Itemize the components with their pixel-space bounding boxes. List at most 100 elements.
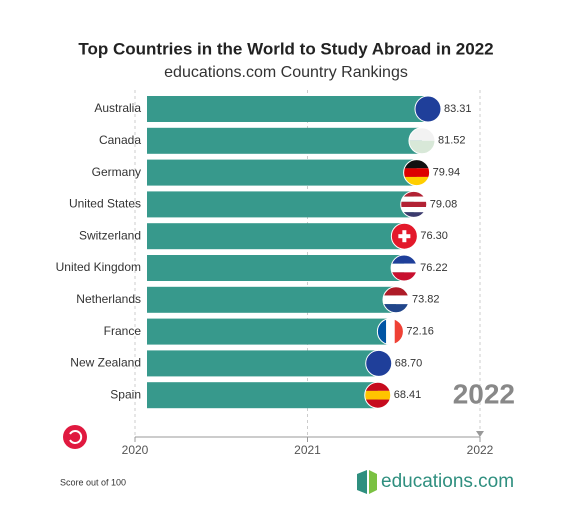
grid	[134, 90, 481, 437]
flag-border	[390, 222, 418, 250]
flag-border	[403, 159, 431, 187]
y-tick-label: United Kingdom	[56, 260, 141, 274]
bar	[147, 255, 405, 281]
y-tick-label: Germany	[92, 165, 141, 179]
flag	[364, 381, 392, 409]
y-tick-label: Canada	[99, 133, 141, 147]
timeline-cursor	[476, 431, 484, 437]
flag-border	[382, 286, 410, 314]
replay-icon[interactable]	[69, 430, 83, 444]
flag-stripe	[382, 295, 409, 305]
bar	[147, 223, 405, 250]
flag	[376, 318, 404, 346]
flag	[414, 95, 442, 123]
flag-stripe	[391, 272, 418, 281]
flag-stripe	[408, 140, 435, 154]
flag-stripe	[400, 196, 427, 202]
flag-stripe	[382, 304, 409, 313]
logo-shape	[357, 470, 367, 494]
flag-border	[365, 349, 393, 377]
flag-stripe	[365, 350, 392, 377]
flag	[382, 286, 410, 314]
flag-stripe	[364, 382, 391, 391]
bar	[147, 286, 396, 313]
flag-cross	[402, 230, 407, 243]
flag-body	[415, 96, 441, 122]
replay-circle[interactable]	[63, 425, 87, 449]
value-label: 83.31	[444, 103, 472, 115]
chart-subtitle: educations.com Country Rankings	[164, 64, 408, 81]
y-tick-label: France	[104, 324, 142, 338]
y-tick-label: Australia	[94, 101, 141, 115]
flag-stripe	[394, 318, 404, 345]
flag	[390, 222, 418, 250]
flag-stripe	[382, 286, 409, 296]
bar	[147, 96, 428, 122]
flag-stripe	[400, 201, 427, 207]
flag-body	[391, 255, 418, 281]
note: Score out of 100	[60, 477, 126, 487]
flag-border	[364, 381, 392, 409]
value-label: 72.16	[406, 326, 434, 338]
value-label: 81.52	[438, 135, 466, 147]
x-tick-label: 2020	[122, 443, 149, 457]
bar	[147, 191, 414, 218]
flag-body	[364, 382, 391, 409]
value-label: 68.70	[395, 357, 423, 369]
x-tick-label: 2022	[467, 443, 494, 457]
flag-stripe	[364, 399, 391, 409]
flag	[408, 127, 436, 155]
flag-stripe	[415, 96, 441, 109]
flag	[365, 349, 393, 377]
flag-body	[408, 127, 435, 154]
flag-stripe	[400, 191, 427, 197]
flag-stripe	[400, 207, 427, 213]
chart-title: Top Countries in the World to Study Abro…	[78, 39, 493, 58]
flag-stripe	[415, 109, 441, 122]
value-label: 79.08	[430, 198, 458, 210]
flag-border	[376, 318, 404, 346]
y-tick-label: United States	[69, 197, 141, 211]
current-year: 2022	[453, 378, 515, 409]
flag-stripe	[391, 255, 418, 264]
flag-stripe	[400, 212, 427, 218]
value-label: 76.22	[420, 262, 448, 274]
x-tick-label: 2021	[294, 443, 321, 457]
logo-icon	[357, 470, 377, 494]
logo-shape	[369, 470, 377, 494]
flag-stripe	[403, 168, 430, 177]
flag-body	[400, 191, 427, 218]
flag	[400, 190, 428, 218]
flag-stripe	[391, 263, 418, 273]
y-tick-label: Switzerland	[79, 228, 141, 242]
flag-border	[400, 190, 428, 218]
bar	[147, 127, 422, 154]
bar	[147, 318, 391, 345]
flag-stripe	[377, 318, 387, 345]
bar	[147, 382, 378, 409]
value-label: 68.41	[394, 389, 422, 401]
logo-text: educations.com	[381, 471, 514, 492]
bar	[147, 159, 417, 186]
flag-border	[408, 127, 436, 155]
flag-border	[390, 254, 418, 282]
flag-body	[365, 350, 392, 377]
y-tick-label: Netherlands	[76, 292, 141, 306]
value-label: 76.30	[420, 230, 448, 242]
flag	[403, 159, 431, 187]
flag-stripe	[386, 318, 395, 345]
flag-body	[403, 159, 430, 186]
value-label: 73.82	[412, 294, 440, 306]
flag-stripe	[364, 390, 391, 400]
flag-border	[414, 95, 442, 123]
value-label: 79.94	[433, 167, 461, 179]
replay-button[interactable]	[63, 425, 87, 449]
flag-stripe	[408, 127, 435, 141]
bar	[147, 350, 379, 377]
flag	[390, 254, 418, 282]
flag-body	[377, 318, 404, 345]
y-tick-label: New Zealand	[70, 356, 141, 370]
flag-stripe	[403, 159, 430, 169]
flag-stripe	[403, 176, 430, 186]
